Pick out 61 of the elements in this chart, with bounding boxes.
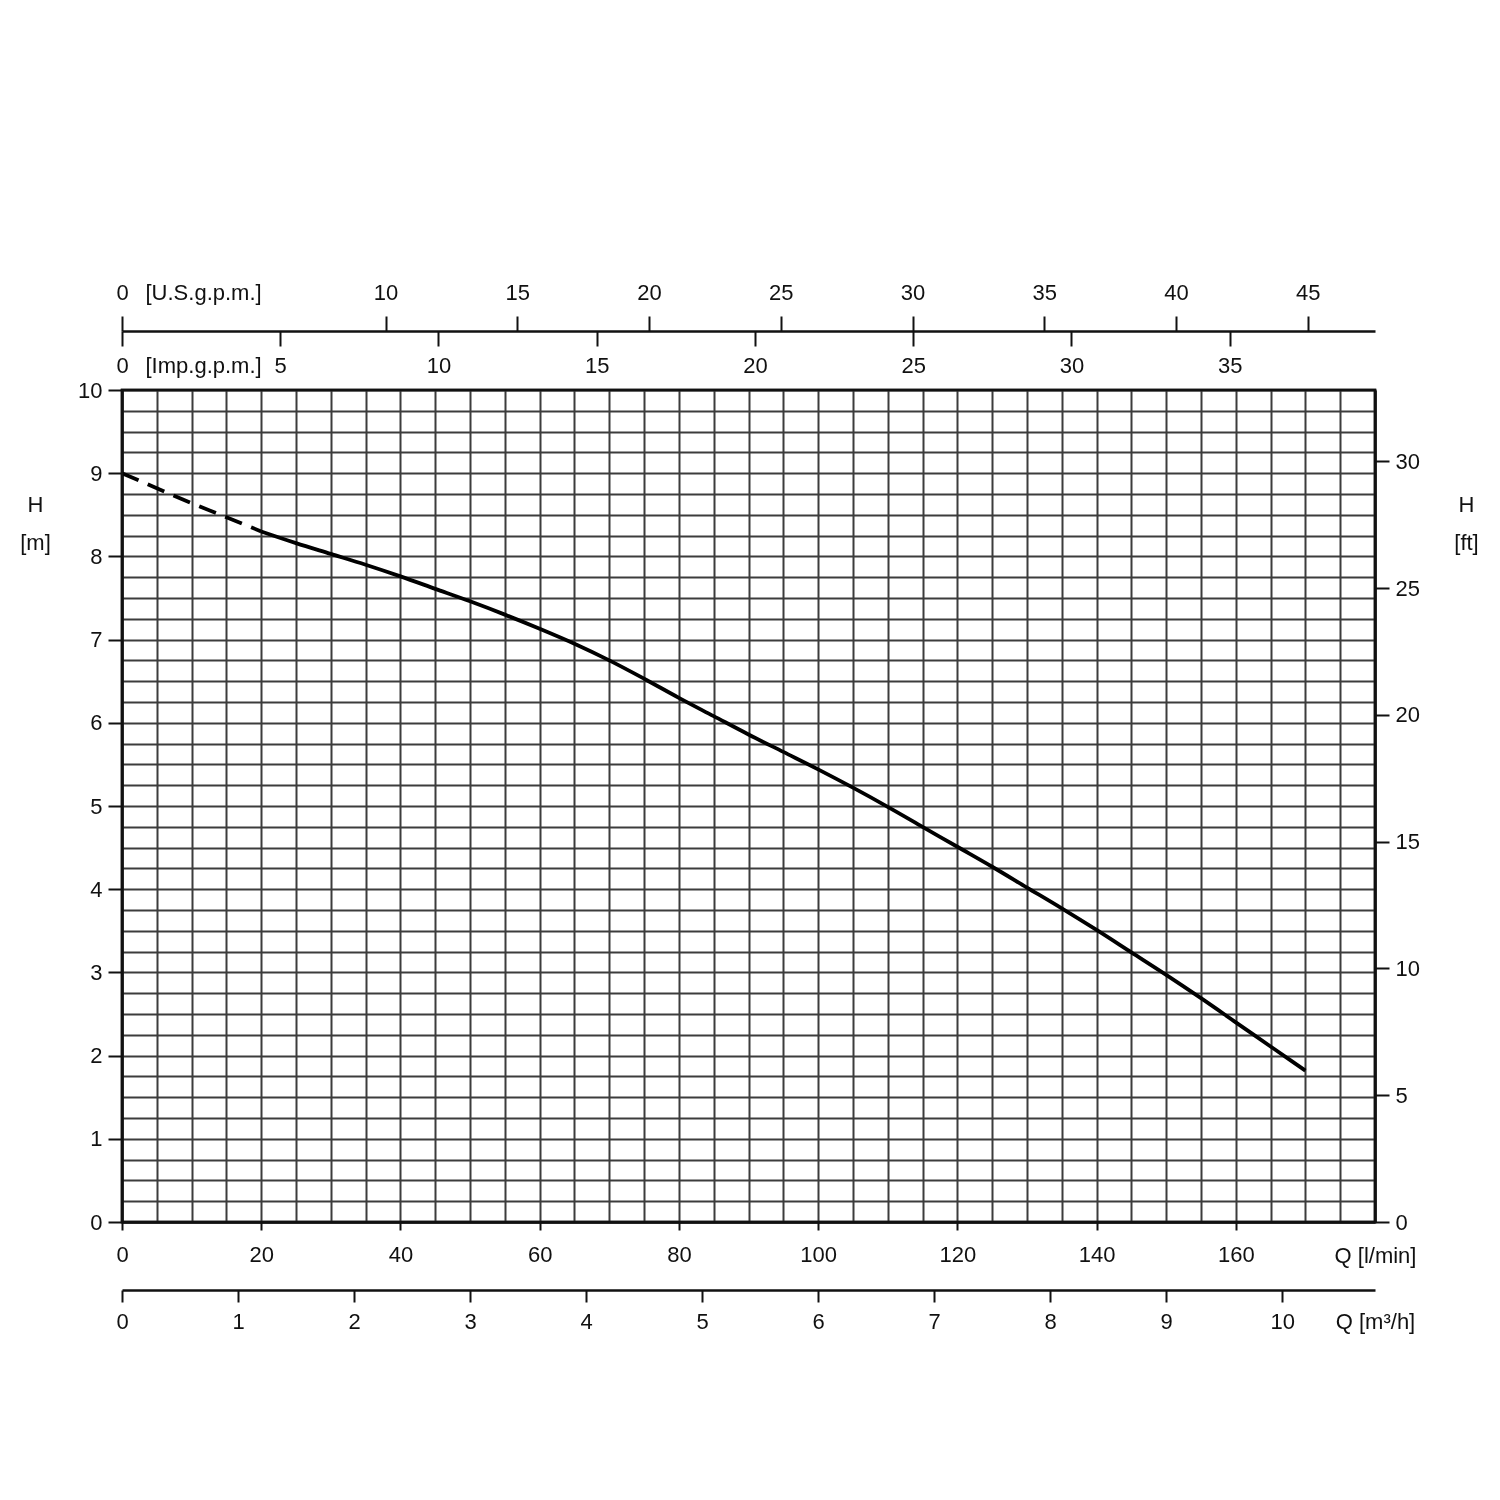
y-tick-label: 9 xyxy=(90,460,103,486)
y-tick-label: 6 xyxy=(90,710,103,736)
x-tick-label: 7 xyxy=(928,1308,941,1334)
x-tick-label: 0 xyxy=(116,1241,129,1267)
x-axis-title: Q [l/min] xyxy=(1334,1242,1417,1268)
x-tick-label: 6 xyxy=(812,1308,825,1334)
x2-tick-label: 45 xyxy=(1296,279,1321,305)
x-tick-label: 3 xyxy=(464,1308,477,1334)
y-tick-label: 0 xyxy=(90,1209,103,1235)
y-tick-label: 2 xyxy=(90,1043,103,1069)
x2-tick-label: 25 xyxy=(901,352,926,378)
y-tick-label: 8 xyxy=(90,543,103,569)
x-tick-label: 2 xyxy=(348,1308,361,1334)
y-tick-label: 5 xyxy=(1395,1082,1408,1108)
x-tick-label: 1 xyxy=(232,1308,245,1334)
x2-axis-title: [Imp.g.p.m.] xyxy=(145,352,262,378)
x2-tick-label: 40 xyxy=(1164,279,1189,305)
x-tick-label: 100 xyxy=(800,1241,837,1267)
x-tick-label: 0 xyxy=(116,1308,129,1334)
y-tick-label: 10 xyxy=(1395,955,1420,981)
x-tick-label: 60 xyxy=(527,1241,553,1267)
x2-tick-label: 20 xyxy=(743,352,768,378)
y-tick-label: 3 xyxy=(90,959,103,985)
y-tick-label: 7 xyxy=(90,627,103,653)
x2-tick-label: 35 xyxy=(1217,352,1243,378)
x2-tick-label: 15 xyxy=(585,352,610,378)
x2-axis-title: [U.S.g.p.m.] xyxy=(145,279,262,305)
x-tick-label: 40 xyxy=(388,1241,414,1267)
x2-tick-label: 10 xyxy=(373,279,399,305)
x-tick-label: 10 xyxy=(1270,1308,1295,1334)
x-axis-title: Q [m³/h] xyxy=(1335,1308,1416,1334)
x-tick-label: 4 xyxy=(580,1308,593,1334)
x2-tick-label: 15 xyxy=(505,279,531,305)
x-tick-label: 8 xyxy=(1044,1308,1057,1334)
x2-tick-label: 30 xyxy=(1059,352,1085,378)
x2-tick-label: 0 xyxy=(116,279,129,305)
y-tick-label: 20 xyxy=(1395,702,1420,728)
x2-tick-label: 10 xyxy=(426,352,452,378)
x2-tick-label: 5 xyxy=(274,352,287,378)
x2-tick-label: 25 xyxy=(769,279,794,305)
x2-tick-label: 30 xyxy=(900,279,926,305)
y-tick-label: 25 xyxy=(1395,575,1420,601)
y-tick-label: 0 xyxy=(1395,1209,1408,1235)
x2-tick-label: 0 xyxy=(116,352,129,378)
x2-tick-label: 20 xyxy=(637,279,662,305)
x-tick-label: 20 xyxy=(249,1241,274,1267)
x-tick-label: 5 xyxy=(696,1308,709,1334)
x2-tick-label: 35 xyxy=(1032,279,1058,305)
y-tick-label: 30 xyxy=(1395,448,1420,474)
x-tick-label: 120 xyxy=(939,1241,977,1267)
y-axis-title: H [ft] xyxy=(1454,491,1479,555)
x-tick-label: 140 xyxy=(1078,1241,1116,1267)
y-tick-label: 4 xyxy=(90,876,103,902)
x-tick-label: 160 xyxy=(1217,1241,1255,1267)
x-tick-label: 9 xyxy=(1160,1308,1173,1334)
y-tick-label: 10 xyxy=(78,377,103,403)
y-tick-label: 5 xyxy=(90,793,103,819)
y-tick-label: 15 xyxy=(1395,829,1420,855)
y-tick-label: 1 xyxy=(90,1126,103,1152)
x-tick-label: 80 xyxy=(667,1241,692,1267)
y-axis-title: H [m] xyxy=(20,491,51,555)
